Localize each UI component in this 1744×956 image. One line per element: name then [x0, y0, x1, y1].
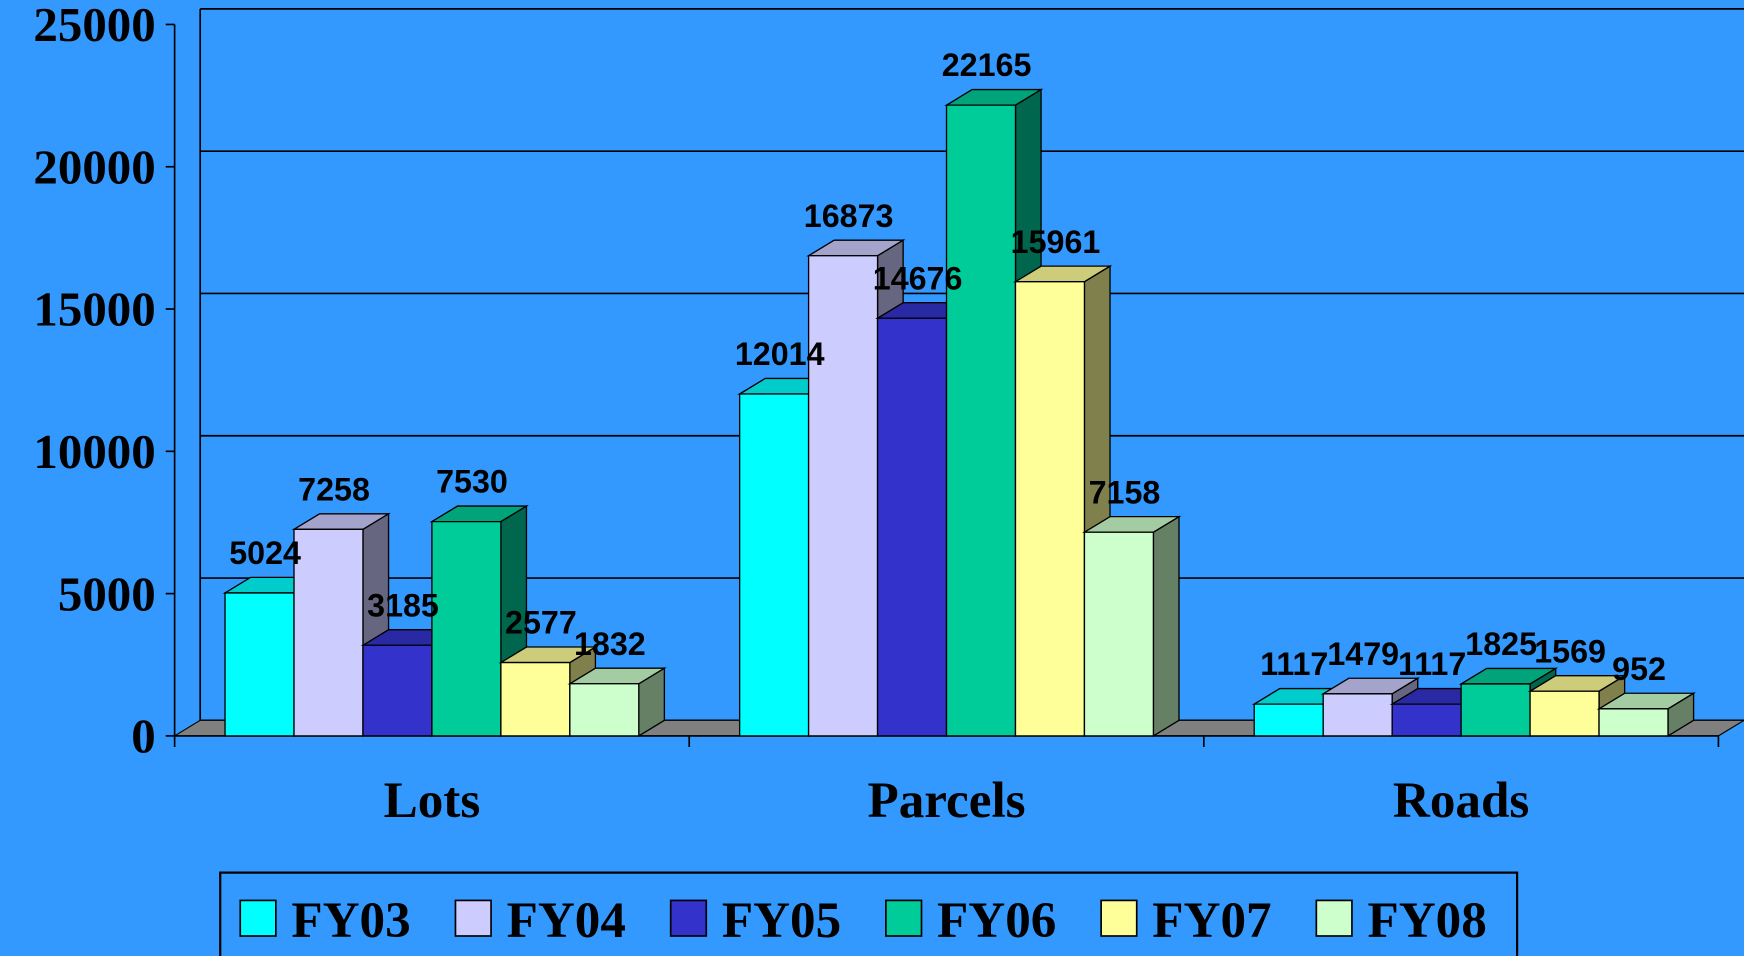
y-tick-label: 10000 [33, 424, 155, 479]
data-label: 16873 [804, 198, 894, 234]
data-label: 5024 [229, 535, 301, 571]
bar [1596, 692, 1696, 738]
bar-front [431, 520, 502, 737]
bar-front [1253, 703, 1324, 737]
legend-label: FY07 [1152, 892, 1271, 949]
y-tick-label: 15000 [33, 282, 155, 337]
legend-label: FY08 [1368, 892, 1487, 949]
legend-swatch [669, 899, 708, 937]
bar-front [362, 644, 433, 737]
bar-front [1598, 708, 1669, 737]
y-tick-label: 5000 [58, 566, 156, 621]
legend-label: FY04 [507, 892, 626, 949]
data-label: 7258 [298, 471, 370, 507]
bar-front [738, 393, 810, 737]
data-label: 952 [1612, 651, 1666, 687]
bar-front [569, 683, 640, 737]
data-label: 12014 [735, 336, 825, 372]
data-label: 1569 [1534, 633, 1606, 669]
data-label: 1117 [1398, 646, 1466, 682]
legend-box [219, 871, 1519, 956]
y-tick-label: 25000 [33, 0, 155, 52]
data-label: 1479 [1327, 636, 1399, 672]
legend-swatch [885, 899, 923, 937]
bar [1082, 515, 1182, 738]
bar-front [293, 528, 364, 737]
legend-label: FY03 [291, 892, 410, 949]
legend-swatch [454, 899, 492, 937]
data-label: 15961 [1011, 224, 1101, 260]
legend-swatch [239, 899, 277, 937]
data-label: 1825 [1465, 626, 1537, 662]
x-tick-label: Parcels [867, 772, 1025, 829]
legend-label: FY06 [937, 892, 1056, 949]
bar-front [1322, 693, 1393, 737]
bar [567, 667, 667, 738]
legend-swatch [1100, 899, 1138, 937]
bar-front [1391, 703, 1462, 737]
y-tick-label: 0 [131, 709, 155, 764]
data-label: 14676 [873, 260, 963, 296]
legend-swatch [1315, 899, 1353, 937]
bar-front [876, 317, 948, 737]
data-label: 3185 [367, 587, 439, 623]
bar-front [1460, 683, 1531, 737]
data-label: 2577 [505, 605, 577, 641]
bar-front [1529, 690, 1600, 737]
legend-label: FY05 [722, 892, 841, 949]
data-label: 1832 [574, 626, 646, 662]
data-label: 1117 [1260, 646, 1328, 682]
bar-front [807, 255, 879, 737]
data-label: 7530 [436, 464, 508, 500]
bar-front [1083, 531, 1155, 737]
x-tick-label: Lots [384, 772, 481, 829]
bar-side [1152, 515, 1180, 738]
bar-front [500, 661, 571, 737]
data-label: 22165 [942, 47, 1032, 83]
data-label: 7158 [1089, 474, 1161, 510]
y-tick-label: 20000 [33, 139, 155, 194]
bar-front [1014, 281, 1086, 737]
bar-front [224, 592, 295, 737]
x-tick-label: Roads [1393, 772, 1529, 829]
bar-front [945, 104, 1017, 737]
